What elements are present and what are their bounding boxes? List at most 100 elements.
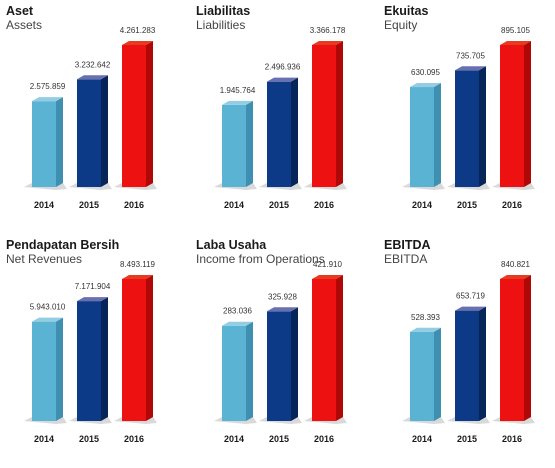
bar-front	[222, 104, 246, 187]
bar-chart: 1.945.764 2014 2.496.936 2015 3.366.178 2016	[214, 26, 347, 210]
bar-top	[222, 321, 253, 326]
category-label: 2015	[79, 434, 99, 444]
category-label: 2014	[412, 434, 432, 444]
category-label: 2016	[314, 200, 334, 210]
bar-side	[291, 307, 298, 421]
bar-side	[479, 306, 486, 421]
category-label: 2016	[502, 434, 522, 444]
bar-front	[222, 325, 246, 421]
bar-2014	[24, 317, 67, 424]
bar-chart: 630.095 2014 735.705 2015 895.105 2016	[402, 26, 535, 210]
bar-2016	[492, 41, 535, 190]
value-label: 421.910	[313, 260, 342, 269]
bar-2015	[447, 66, 490, 190]
bar-2015	[259, 77, 302, 190]
bar-top	[455, 306, 486, 311]
bar-top	[500, 41, 531, 45]
bar-side	[434, 83, 441, 187]
bar-side	[524, 275, 531, 421]
bar-top	[122, 275, 153, 279]
bar-2016	[114, 41, 157, 190]
bar-front	[312, 45, 336, 187]
bar-top	[32, 317, 63, 322]
bar-2015	[259, 307, 302, 424]
bar-front	[455, 70, 479, 187]
category-label: 2016	[124, 434, 144, 444]
bar-chart: 5.943.010 2014 7.171.904 2015 8.493.119 2016	[24, 260, 157, 444]
bar-top	[77, 75, 108, 80]
bar-front	[122, 45, 146, 187]
bar-2015	[447, 306, 490, 424]
bar-side	[336, 275, 343, 421]
category-label: 2016	[314, 434, 334, 444]
chart-panel-income-from-operations: Laba Usaha Income from Operations 283.03…	[190, 234, 375, 468]
bar-top	[267, 307, 298, 312]
chart-subtitle: Equity	[384, 18, 418, 32]
chart-subtitle: Income from Operations	[196, 252, 325, 266]
bar-2014	[24, 97, 67, 190]
bar-front	[77, 79, 101, 187]
value-label: 3.366.178	[310, 26, 346, 35]
bar-front	[500, 45, 524, 187]
bar-side	[524, 41, 531, 187]
value-label: 895.105	[501, 26, 530, 35]
value-label: 2.496.936	[265, 63, 301, 72]
category-label: 2015	[79, 200, 99, 210]
bar-top	[267, 77, 298, 82]
chart-subtitle: Assets	[6, 18, 43, 32]
bar-top	[77, 297, 108, 302]
bar-side	[434, 327, 441, 421]
bar-2015	[69, 75, 112, 190]
bar-side	[246, 100, 253, 187]
bar-2015	[69, 297, 112, 424]
chart-title: EBITDA	[384, 238, 431, 252]
bar-front	[122, 279, 146, 421]
bar-side	[146, 275, 153, 421]
bar-chart: 2.575.859 2014 3.232.642 2015 4.261.283 2016	[24, 26, 157, 210]
chart-panel-net-revenues: Pendapatan Bersih Net Revenues 5.943.010…	[0, 234, 185, 468]
category-label: 2014	[412, 200, 432, 210]
bar-2014	[402, 83, 445, 190]
value-label: 325.928	[268, 292, 297, 301]
bar-side	[101, 297, 108, 421]
bar-top	[222, 100, 253, 105]
bar-front	[267, 311, 291, 421]
category-label: 2015	[269, 434, 289, 444]
bar-2016	[114, 275, 157, 424]
value-label: 7.171.904	[75, 282, 111, 291]
bar-side	[246, 321, 253, 421]
value-label: 630.095	[411, 68, 440, 77]
category-label: 2014	[224, 200, 244, 210]
bar-side	[146, 41, 153, 187]
category-label: 2016	[502, 200, 522, 210]
bar-side	[479, 66, 486, 187]
bar-top	[32, 97, 63, 102]
category-label: 2016	[124, 200, 144, 210]
chart-title: Pendapatan Bersih	[6, 238, 120, 252]
chart-panel-equity: Ekuitas Equity 630.095 2014 735.705 2015 895…	[378, 0, 555, 234]
value-label: 2.575.859	[30, 82, 66, 91]
value-label: 283.036	[223, 307, 252, 316]
category-label: 2015	[457, 434, 477, 444]
bar-side	[101, 75, 108, 187]
category-label: 2015	[457, 200, 477, 210]
bar-2016	[304, 41, 347, 190]
bar-front	[267, 81, 291, 187]
bar-2014	[402, 327, 445, 424]
bar-front	[312, 279, 336, 421]
value-label: 1.945.764	[220, 86, 256, 95]
chart-subtitle: Liabilities	[196, 18, 246, 32]
category-label: 2014	[34, 200, 54, 210]
bar-top	[312, 41, 343, 45]
bar-top	[500, 275, 531, 279]
value-label: 735.705	[456, 51, 485, 60]
value-label: 840.821	[501, 260, 530, 269]
chart-title: Liabilitas	[196, 4, 251, 18]
bar-side	[336, 41, 343, 187]
bar-2016	[492, 275, 535, 424]
chart-panel-ebitda: EBITDA EBITDA 528.393 2014 653.719 2015 840.…	[378, 234, 555, 468]
value-label: 528.393	[411, 313, 440, 322]
bar-front	[77, 301, 101, 421]
bar-front	[455, 310, 479, 421]
